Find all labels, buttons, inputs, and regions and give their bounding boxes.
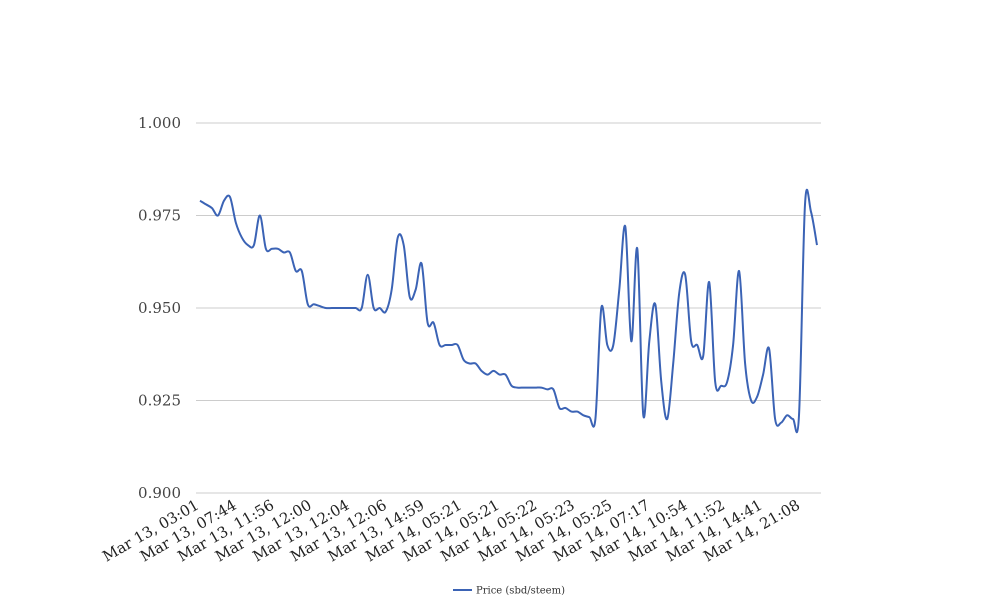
legend-label: Price (sbd/steem) <box>476 586 565 597</box>
y-tick-label: 0.900 <box>138 484 181 502</box>
y-axis-ticks: 0.900 0.925 0.950 0.975 1.000 <box>138 114 181 502</box>
series-line <box>199 188 818 434</box>
y-tick-label: 1.000 <box>138 114 181 132</box>
series-lines <box>199 188 818 434</box>
legend: Price (sbd/steem) <box>453 586 565 597</box>
y-tick-label: 0.975 <box>138 207 181 225</box>
gridlines <box>196 122 821 494</box>
y-tick-label: 0.950 <box>138 299 181 317</box>
y-tick-label: 0.925 <box>138 392 181 410</box>
